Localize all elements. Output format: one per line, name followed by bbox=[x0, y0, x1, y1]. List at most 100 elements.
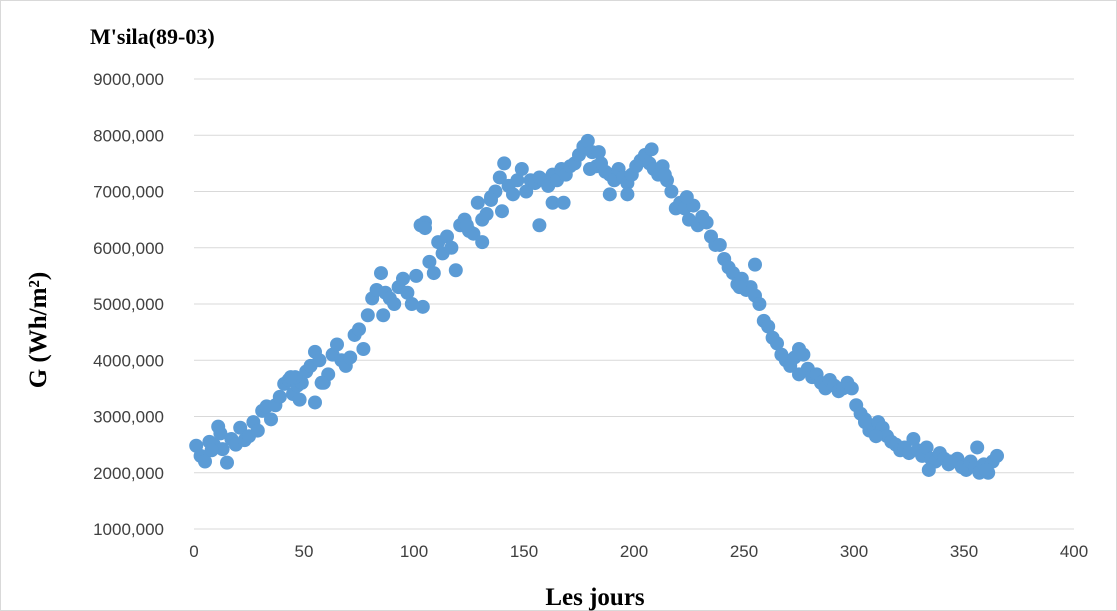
data-point bbox=[514, 162, 529, 176]
data-point bbox=[233, 420, 248, 435]
data-point bbox=[699, 215, 714, 230]
y-tick-label: 1000,000 bbox=[93, 520, 164, 539]
data-point bbox=[440, 229, 454, 244]
data-point bbox=[844, 381, 859, 396]
data-point bbox=[215, 442, 230, 457]
data-point bbox=[919, 440, 934, 455]
data-point bbox=[943, 454, 958, 469]
y-axis-ticks: 1000,000 2000,000 3000,000 4000,000 5000,000… bbox=[93, 70, 164, 539]
data-point bbox=[343, 350, 358, 365]
y-tick-label: 8000,000 bbox=[93, 126, 164, 145]
data-point bbox=[979, 462, 993, 477]
data-point bbox=[770, 336, 784, 351]
data-point bbox=[250, 423, 265, 438]
data-point bbox=[479, 207, 494, 221]
data-point bbox=[264, 412, 278, 427]
data-point bbox=[376, 308, 391, 323]
data-point bbox=[360, 308, 375, 323]
data-point bbox=[470, 195, 485, 210]
data-point bbox=[796, 347, 811, 362]
data-point bbox=[556, 195, 571, 210]
x-tick-label: 200 bbox=[620, 542, 648, 561]
data-point bbox=[679, 190, 694, 205]
y-tick-label: 9000,000 bbox=[93, 70, 164, 89]
data-point bbox=[510, 173, 525, 188]
data-point bbox=[459, 218, 474, 233]
data-point bbox=[308, 395, 322, 410]
data-point bbox=[292, 392, 307, 407]
data-point bbox=[283, 370, 298, 385]
data-point bbox=[387, 297, 402, 311]
data-point bbox=[404, 297, 419, 311]
y-tick-label: 2000,000 bbox=[93, 464, 164, 483]
data-point bbox=[644, 142, 659, 157]
data-point bbox=[519, 184, 534, 199]
data-point bbox=[484, 192, 498, 207]
x-tick-label: 300 bbox=[840, 542, 868, 561]
x-axis-label: Les jours bbox=[545, 584, 645, 611]
data-point bbox=[761, 319, 776, 334]
data-point bbox=[415, 299, 430, 314]
x-tick-label: 50 bbox=[295, 542, 314, 561]
data-point bbox=[869, 429, 883, 444]
data-point bbox=[497, 156, 512, 171]
data-point bbox=[409, 268, 424, 283]
data-point bbox=[272, 389, 287, 404]
data-point bbox=[545, 195, 560, 210]
x-tick-label: 400 bbox=[1060, 542, 1088, 561]
data-point bbox=[352, 322, 366, 337]
x-tick-label: 350 bbox=[950, 542, 978, 561]
data-point bbox=[858, 415, 872, 430]
data-point bbox=[712, 237, 727, 252]
chart-title: M'sila(89-03) bbox=[90, 24, 215, 49]
data-point bbox=[422, 254, 437, 269]
data-point bbox=[906, 432, 921, 446]
data-point bbox=[664, 184, 679, 199]
data-point bbox=[495, 204, 509, 219]
x-tick-label: 100 bbox=[400, 542, 428, 561]
y-tick-label: 6000,000 bbox=[93, 239, 164, 258]
data-point bbox=[444, 240, 459, 255]
y-tick-label: 7000,000 bbox=[93, 183, 164, 202]
data-point bbox=[732, 280, 747, 295]
data-point bbox=[312, 353, 327, 368]
y-tick-label: 4000,000 bbox=[93, 351, 164, 370]
data-point bbox=[448, 263, 463, 278]
data-point bbox=[426, 266, 441, 281]
data-point bbox=[580, 133, 595, 148]
x-tick-label: 0 bbox=[189, 542, 198, 561]
data-point bbox=[492, 170, 507, 185]
data-point bbox=[314, 375, 329, 390]
data-point bbox=[418, 221, 432, 236]
data-point bbox=[921, 462, 936, 477]
data-point bbox=[970, 440, 985, 455]
data-point bbox=[198, 454, 212, 469]
data-point bbox=[204, 443, 219, 458]
data-point bbox=[213, 426, 228, 441]
data-point bbox=[620, 187, 635, 202]
data-points bbox=[189, 133, 1004, 480]
data-point bbox=[591, 145, 606, 160]
data-point bbox=[657, 167, 672, 182]
y-tick-label: 5000,000 bbox=[93, 295, 164, 314]
data-point bbox=[330, 337, 344, 352]
data-point bbox=[475, 235, 490, 250]
data-point bbox=[532, 218, 547, 233]
data-point bbox=[396, 271, 410, 286]
data-point bbox=[583, 162, 597, 176]
data-point bbox=[748, 257, 762, 272]
y-tick-label: 3000,000 bbox=[93, 408, 164, 427]
data-point bbox=[752, 297, 767, 311]
data-point bbox=[792, 367, 806, 382]
data-point bbox=[506, 187, 520, 202]
data-point bbox=[374, 266, 388, 281]
y-axis-label: G (Wh/m²) bbox=[25, 272, 52, 389]
data-point bbox=[356, 342, 371, 356]
data-point bbox=[990, 448, 1004, 463]
x-tick-label: 250 bbox=[730, 542, 758, 561]
data-point bbox=[602, 187, 617, 202]
x-axis-ticks: 0 50 100 150 200 250 300 350 400 bbox=[189, 542, 1088, 561]
data-point bbox=[400, 285, 415, 300]
data-point bbox=[220, 455, 234, 470]
